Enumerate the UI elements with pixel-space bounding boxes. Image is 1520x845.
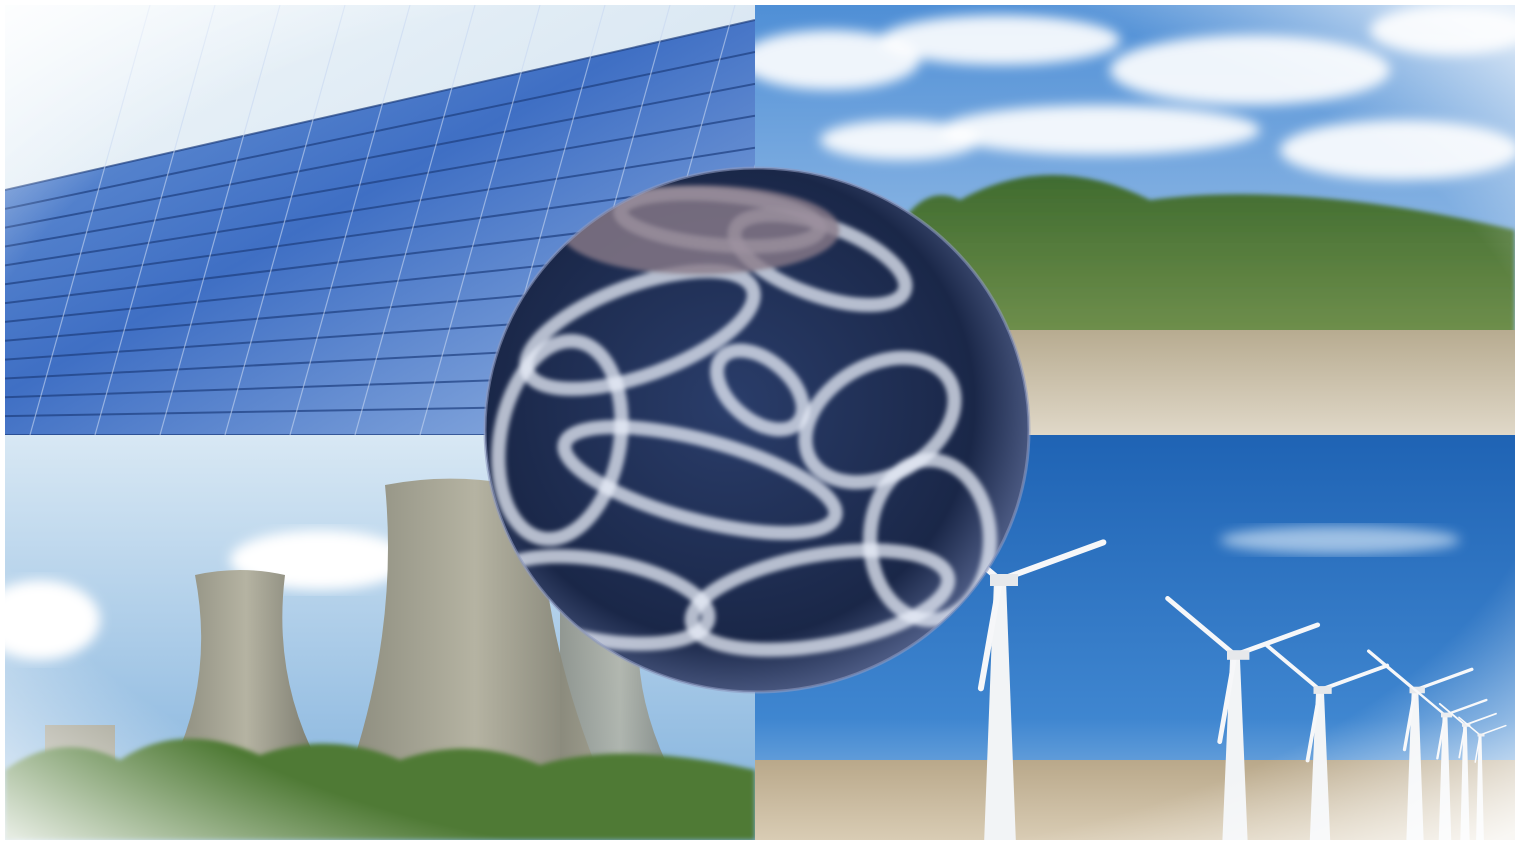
vignette <box>5 5 1515 840</box>
